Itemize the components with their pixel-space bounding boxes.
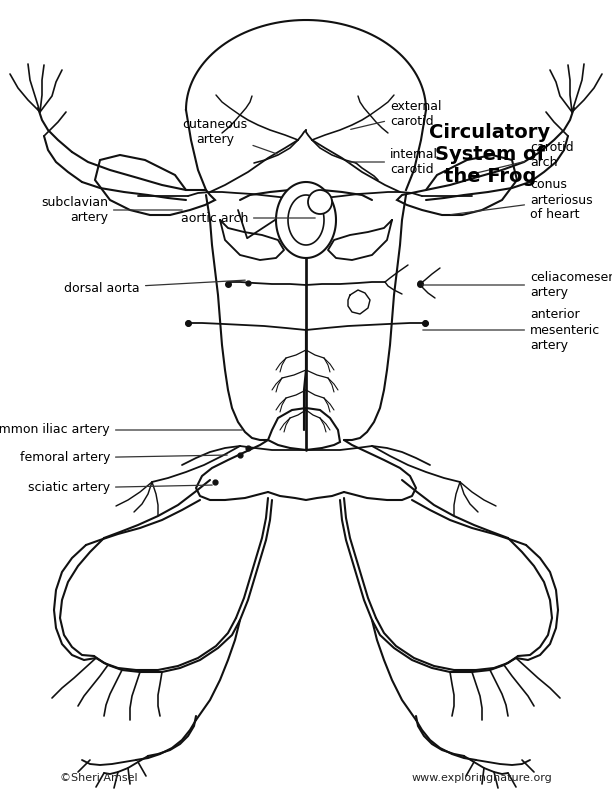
- Text: ©Sheri Amsel: ©Sheri Amsel: [60, 773, 138, 783]
- Polygon shape: [288, 195, 324, 245]
- Text: femoral artery: femoral artery: [20, 451, 227, 464]
- Text: subclavian
artery: subclavian artery: [41, 196, 182, 224]
- Text: aortic arch: aortic arch: [181, 211, 315, 224]
- Text: Circulatory
System of
the Frog: Circulatory System of the Frog: [430, 124, 551, 186]
- Text: external
carotid: external carotid: [351, 100, 441, 129]
- Text: internal
carotid: internal carotid: [348, 148, 438, 176]
- Text: sciatic artery: sciatic artery: [28, 482, 212, 494]
- Text: celiacomesenteric
artery: celiacomesenteric artery: [423, 271, 612, 299]
- Text: conus
arteriosus
of heart: conus arteriosus of heart: [451, 178, 592, 222]
- Text: carotid
arch: carotid arch: [471, 141, 573, 174]
- Polygon shape: [268, 408, 340, 450]
- Text: cutaneous
artery: cutaneous artery: [182, 118, 277, 154]
- Text: www.exploringnature.org: www.exploringnature.org: [411, 773, 552, 783]
- Polygon shape: [397, 155, 517, 215]
- Circle shape: [308, 190, 332, 214]
- Polygon shape: [210, 190, 402, 450]
- Text: dorsal aorta: dorsal aorta: [64, 280, 245, 295]
- Polygon shape: [276, 182, 336, 258]
- Text: common iliac artery: common iliac artery: [0, 424, 242, 436]
- Polygon shape: [95, 155, 215, 215]
- Text: anterior
mesenteric
artery: anterior mesenteric artery: [423, 309, 600, 352]
